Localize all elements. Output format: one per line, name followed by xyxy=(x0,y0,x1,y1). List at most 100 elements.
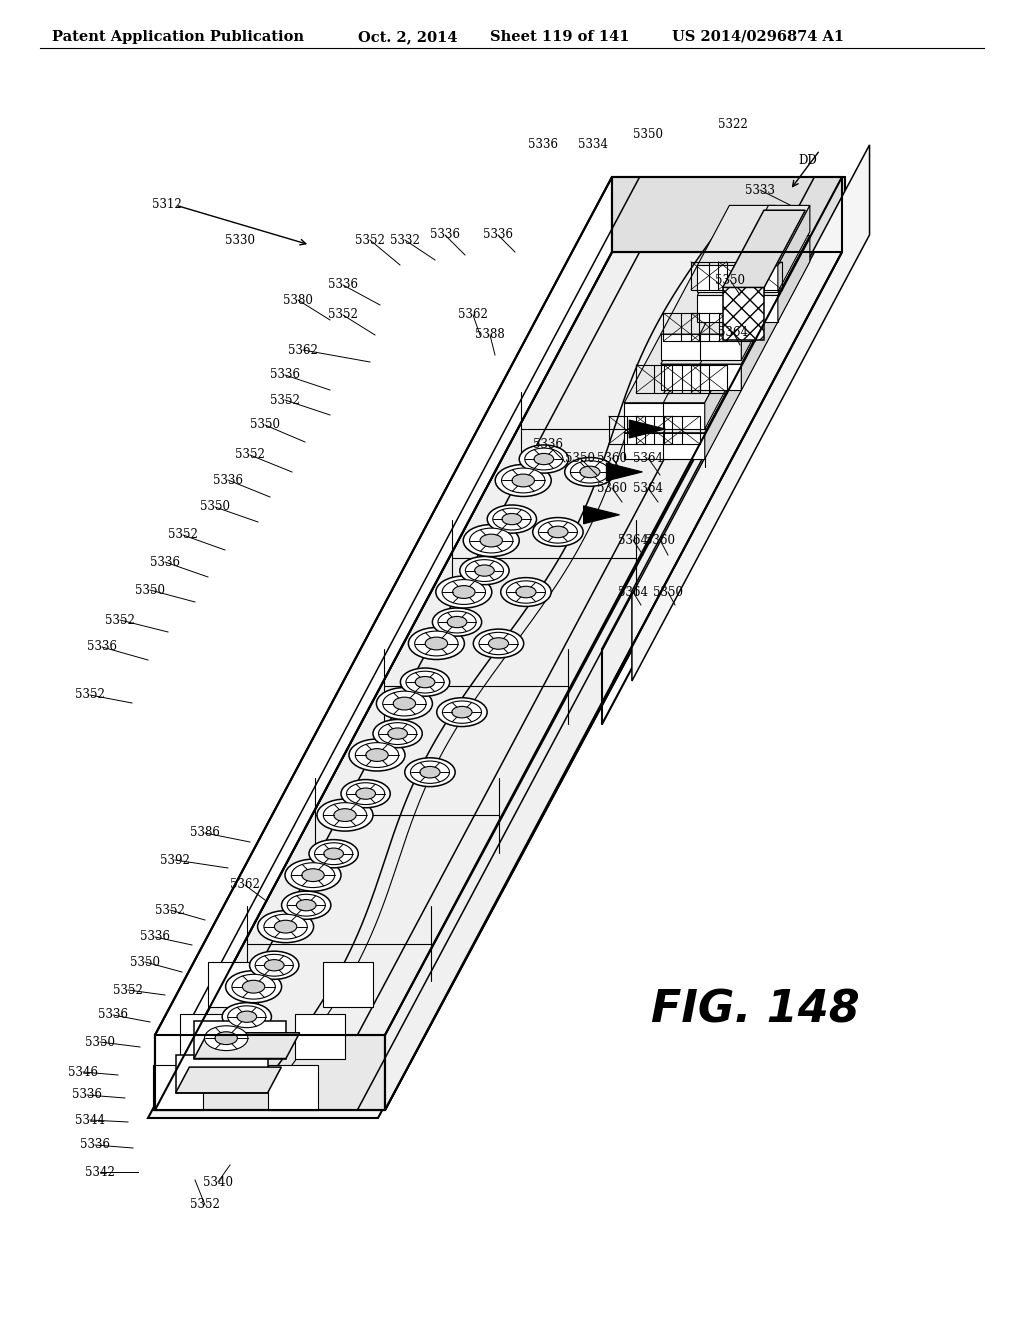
Ellipse shape xyxy=(442,701,481,723)
Polygon shape xyxy=(176,1067,282,1093)
Text: 5352: 5352 xyxy=(113,983,143,997)
Polygon shape xyxy=(664,364,741,433)
Text: 5352: 5352 xyxy=(236,449,265,462)
Ellipse shape xyxy=(512,474,535,487)
Ellipse shape xyxy=(479,632,518,655)
Polygon shape xyxy=(700,334,741,360)
Polygon shape xyxy=(736,206,810,265)
Text: DD: DD xyxy=(799,153,817,166)
Ellipse shape xyxy=(493,508,531,531)
Text: 5364: 5364 xyxy=(718,326,748,338)
Ellipse shape xyxy=(388,727,408,739)
Text: 5360: 5360 xyxy=(597,482,627,495)
Polygon shape xyxy=(743,235,775,322)
Polygon shape xyxy=(295,1014,345,1059)
Ellipse shape xyxy=(411,762,450,783)
Ellipse shape xyxy=(379,722,417,744)
Polygon shape xyxy=(155,177,612,1110)
Ellipse shape xyxy=(317,799,373,832)
Text: 5336: 5336 xyxy=(270,368,300,381)
Text: 5364: 5364 xyxy=(633,451,663,465)
Ellipse shape xyxy=(532,517,583,546)
Polygon shape xyxy=(194,1022,286,1059)
Polygon shape xyxy=(705,334,741,429)
Text: 5352: 5352 xyxy=(355,234,385,247)
Polygon shape xyxy=(741,265,778,360)
Text: 5312: 5312 xyxy=(153,198,182,211)
Polygon shape xyxy=(385,177,845,1110)
Polygon shape xyxy=(268,1065,318,1110)
Text: 5362: 5362 xyxy=(230,879,260,891)
Ellipse shape xyxy=(355,743,398,767)
Ellipse shape xyxy=(534,453,554,465)
Ellipse shape xyxy=(282,891,331,919)
Ellipse shape xyxy=(393,697,416,710)
Ellipse shape xyxy=(480,535,503,546)
Polygon shape xyxy=(707,296,743,391)
Ellipse shape xyxy=(474,565,495,577)
Ellipse shape xyxy=(314,842,352,865)
Text: 5352: 5352 xyxy=(168,528,198,541)
Text: 5336: 5336 xyxy=(328,279,358,292)
Polygon shape xyxy=(153,1065,203,1110)
Ellipse shape xyxy=(452,706,472,718)
Ellipse shape xyxy=(296,899,316,911)
Polygon shape xyxy=(723,210,805,288)
Polygon shape xyxy=(664,403,705,429)
Ellipse shape xyxy=(334,809,356,821)
Ellipse shape xyxy=(349,739,404,771)
Text: 5350: 5350 xyxy=(633,128,663,141)
Ellipse shape xyxy=(309,840,358,867)
Text: 5342: 5342 xyxy=(85,1166,115,1179)
Ellipse shape xyxy=(502,513,521,525)
Polygon shape xyxy=(723,288,764,341)
Text: Sheet 119 of 141: Sheet 119 of 141 xyxy=(490,30,630,44)
Text: 5332: 5332 xyxy=(390,234,420,247)
Ellipse shape xyxy=(324,803,367,828)
Polygon shape xyxy=(155,1035,385,1110)
Text: 5350: 5350 xyxy=(250,418,280,432)
Polygon shape xyxy=(625,403,671,429)
Ellipse shape xyxy=(237,1011,257,1023)
Ellipse shape xyxy=(442,579,485,605)
Text: 5346: 5346 xyxy=(68,1065,98,1078)
Text: 5336: 5336 xyxy=(430,228,460,242)
Ellipse shape xyxy=(264,915,307,939)
Text: 5336: 5336 xyxy=(87,640,117,653)
Polygon shape xyxy=(736,235,810,296)
Ellipse shape xyxy=(231,974,275,999)
Ellipse shape xyxy=(507,581,546,603)
Text: 5336: 5336 xyxy=(483,228,513,242)
Text: 5336: 5336 xyxy=(140,931,170,944)
Text: 5333: 5333 xyxy=(745,183,775,197)
Text: 5334: 5334 xyxy=(578,139,608,152)
Ellipse shape xyxy=(302,869,325,882)
Polygon shape xyxy=(743,206,775,292)
Ellipse shape xyxy=(473,630,523,657)
Ellipse shape xyxy=(366,748,388,762)
Polygon shape xyxy=(671,334,707,429)
Ellipse shape xyxy=(285,859,341,891)
Ellipse shape xyxy=(463,524,519,557)
Ellipse shape xyxy=(539,521,578,543)
Polygon shape xyxy=(625,433,671,459)
Text: 5352: 5352 xyxy=(270,393,300,407)
Polygon shape xyxy=(625,334,707,403)
Ellipse shape xyxy=(580,466,600,478)
Ellipse shape xyxy=(438,611,476,634)
Polygon shape xyxy=(697,235,775,296)
Ellipse shape xyxy=(501,578,551,606)
Ellipse shape xyxy=(291,863,335,887)
Text: 5362: 5362 xyxy=(458,309,488,322)
Ellipse shape xyxy=(447,616,467,628)
Text: 5364: 5364 xyxy=(633,482,663,495)
Ellipse shape xyxy=(199,1022,254,1055)
Polygon shape xyxy=(778,235,810,322)
Polygon shape xyxy=(697,206,775,265)
Polygon shape xyxy=(208,962,258,1007)
Ellipse shape xyxy=(425,638,447,649)
Polygon shape xyxy=(741,296,778,391)
Polygon shape xyxy=(660,334,707,360)
Text: US 2014/0296874 A1: US 2014/0296874 A1 xyxy=(672,30,844,44)
Ellipse shape xyxy=(437,698,487,726)
